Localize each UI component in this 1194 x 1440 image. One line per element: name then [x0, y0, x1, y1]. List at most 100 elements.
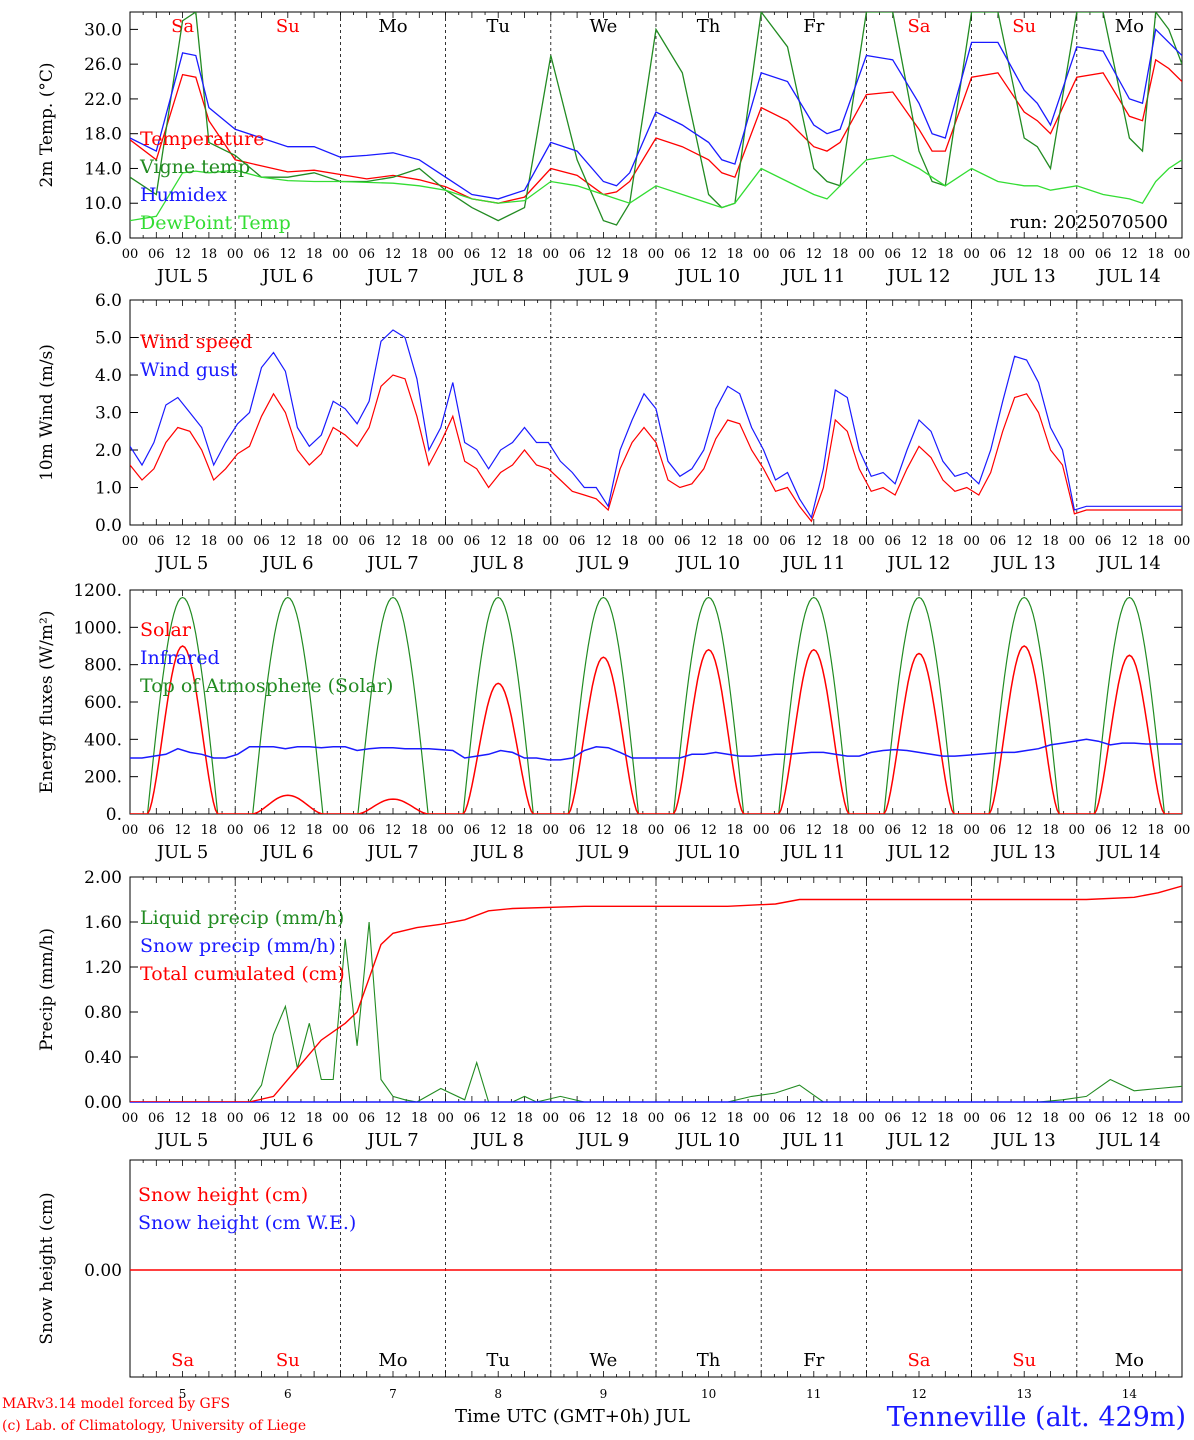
- date-label: JUL 10: [675, 266, 740, 287]
- hour-tick-label: 00: [437, 534, 454, 549]
- y-axis-label: 10m Wind (m/s): [37, 344, 57, 481]
- date-label: JUL 13: [991, 842, 1056, 863]
- hour-tick-label: 18: [516, 534, 533, 549]
- hour-tick-label: 12: [1121, 1111, 1138, 1126]
- date-label: JUL 13: [991, 266, 1056, 287]
- date-label: JUL 5: [155, 266, 209, 287]
- hour-tick-label: 06: [253, 247, 270, 262]
- hour-tick-label: 00: [858, 247, 875, 262]
- series-cumulated: [130, 885, 1182, 1102]
- hour-tick-label: 00: [858, 823, 875, 838]
- y-tick-label: 1.0: [95, 479, 122, 499]
- hour-tick-label: 06: [779, 247, 796, 262]
- hour-tick-label: 12: [806, 247, 823, 262]
- hour-tick-label: 00: [753, 247, 770, 262]
- y-axis-label: Precip (mm/h): [37, 928, 57, 1051]
- hour-tick-label: 12: [806, 823, 823, 838]
- series-dewpoint: [130, 154, 1182, 222]
- date-label: JUL 5: [155, 1130, 209, 1151]
- day-number-label: 8: [494, 1387, 502, 1401]
- hour-tick-label: 00: [332, 823, 349, 838]
- hour-tick-label: 18: [516, 247, 533, 262]
- hour-tick-label: 00: [858, 534, 875, 549]
- y-tick-label: 1200.: [73, 581, 122, 601]
- hour-tick-label: 00: [332, 247, 349, 262]
- date-label: JUL 7: [365, 553, 419, 574]
- hour-tick-label: 18: [201, 1111, 218, 1126]
- hour-tick-label: 18: [937, 247, 954, 262]
- hour-tick-label: 12: [1016, 1111, 1033, 1126]
- hour-tick-label: 18: [306, 823, 323, 838]
- hour-tick-label: 12: [490, 534, 507, 549]
- hour-tick-label: 00: [227, 534, 244, 549]
- hour-tick-label: 12: [280, 1111, 297, 1126]
- date-label: JUL 13: [991, 1130, 1056, 1151]
- hour-tick-label: 12: [385, 1111, 402, 1126]
- hour-tick-label: 18: [411, 1111, 428, 1126]
- date-label: JUL 14: [1096, 553, 1161, 574]
- hour-tick-label: 00: [122, 1111, 139, 1126]
- y-tick-label: 6.0: [95, 229, 122, 249]
- y-axis-label: Energy fluxes (W/m²): [37, 611, 57, 794]
- weekday-label: Mo: [1115, 1350, 1144, 1371]
- hour-tick-label: 12: [595, 823, 612, 838]
- hour-tick-label: 12: [911, 1111, 928, 1126]
- hour-tick-label: 06: [1095, 1111, 1112, 1126]
- y-tick-label: 22.0: [84, 90, 122, 110]
- date-label: JUL 14: [1096, 266, 1161, 287]
- hour-tick-label: 18: [516, 823, 533, 838]
- hour-tick-label: 00: [648, 247, 665, 262]
- date-label: JUL 14: [1096, 842, 1161, 863]
- hour-tick-label: 06: [569, 247, 586, 262]
- weekday-label: Su: [1012, 16, 1036, 37]
- weekday-label: Sa: [171, 16, 194, 37]
- hour-tick-label: 12: [385, 534, 402, 549]
- y-tick-label: 0.0: [95, 516, 122, 536]
- date-label: JUL 9: [576, 266, 630, 287]
- hour-tick-label: 12: [490, 1111, 507, 1126]
- hour-tick-label: 18: [201, 823, 218, 838]
- hour-tick-label: 18: [727, 534, 744, 549]
- hour-tick-label: 06: [253, 534, 270, 549]
- date-label: JUL 7: [365, 842, 419, 863]
- hour-tick-label: 00: [437, 1111, 454, 1126]
- hour-tick-label: 18: [306, 1111, 323, 1126]
- hour-tick-label: 00: [1069, 534, 1086, 549]
- day-number-label: 14: [1122, 1387, 1138, 1401]
- hour-tick-label: 00: [753, 823, 770, 838]
- hour-tick-label: 18: [937, 823, 954, 838]
- date-label: JUL 5: [155, 553, 209, 574]
- day-number-label: 10: [701, 1387, 716, 1401]
- date-label: JUL 8: [470, 1130, 524, 1151]
- time-axis-label: Time UTC (GMT+0h) JUL: [455, 1406, 690, 1427]
- legend-humidex: Humidex: [140, 184, 227, 206]
- hour-tick-label: 12: [700, 247, 717, 262]
- hour-tick-label: 00: [648, 823, 665, 838]
- hour-tick-label: 06: [569, 823, 586, 838]
- hour-tick-label: 00: [122, 823, 139, 838]
- hour-tick-label: 12: [385, 247, 402, 262]
- y-tick-label: 6.0: [95, 291, 122, 311]
- weekday-label: Tu: [486, 16, 510, 37]
- y-tick-label: 1000.: [73, 618, 122, 638]
- y-tick-label: 0.80: [84, 1003, 122, 1023]
- hour-tick-label: 06: [990, 823, 1007, 838]
- legend-solar: Solar: [140, 619, 192, 641]
- y-tick-label: 5.0: [95, 329, 122, 349]
- y-tick-label: 18.0: [84, 125, 122, 145]
- hour-tick-label: 18: [1042, 534, 1059, 549]
- hour-tick-label: 00: [753, 534, 770, 549]
- date-label: JUL 8: [470, 266, 524, 287]
- hour-tick-label: 12: [174, 247, 191, 262]
- y-tick-label: 3.0: [95, 404, 122, 424]
- hour-tick-label: 18: [621, 247, 638, 262]
- date-label: JUL 12: [886, 266, 951, 287]
- date-label: JUL 12: [886, 842, 951, 863]
- hour-tick-label: 06: [464, 823, 481, 838]
- hour-tick-label: 18: [621, 1111, 638, 1126]
- date-label: JUL 14: [1096, 1130, 1161, 1151]
- hour-tick-label: 12: [700, 1111, 717, 1126]
- hour-tick-label: 00: [1069, 247, 1086, 262]
- hour-tick-label: 18: [306, 247, 323, 262]
- hour-tick-label: 00: [543, 1111, 560, 1126]
